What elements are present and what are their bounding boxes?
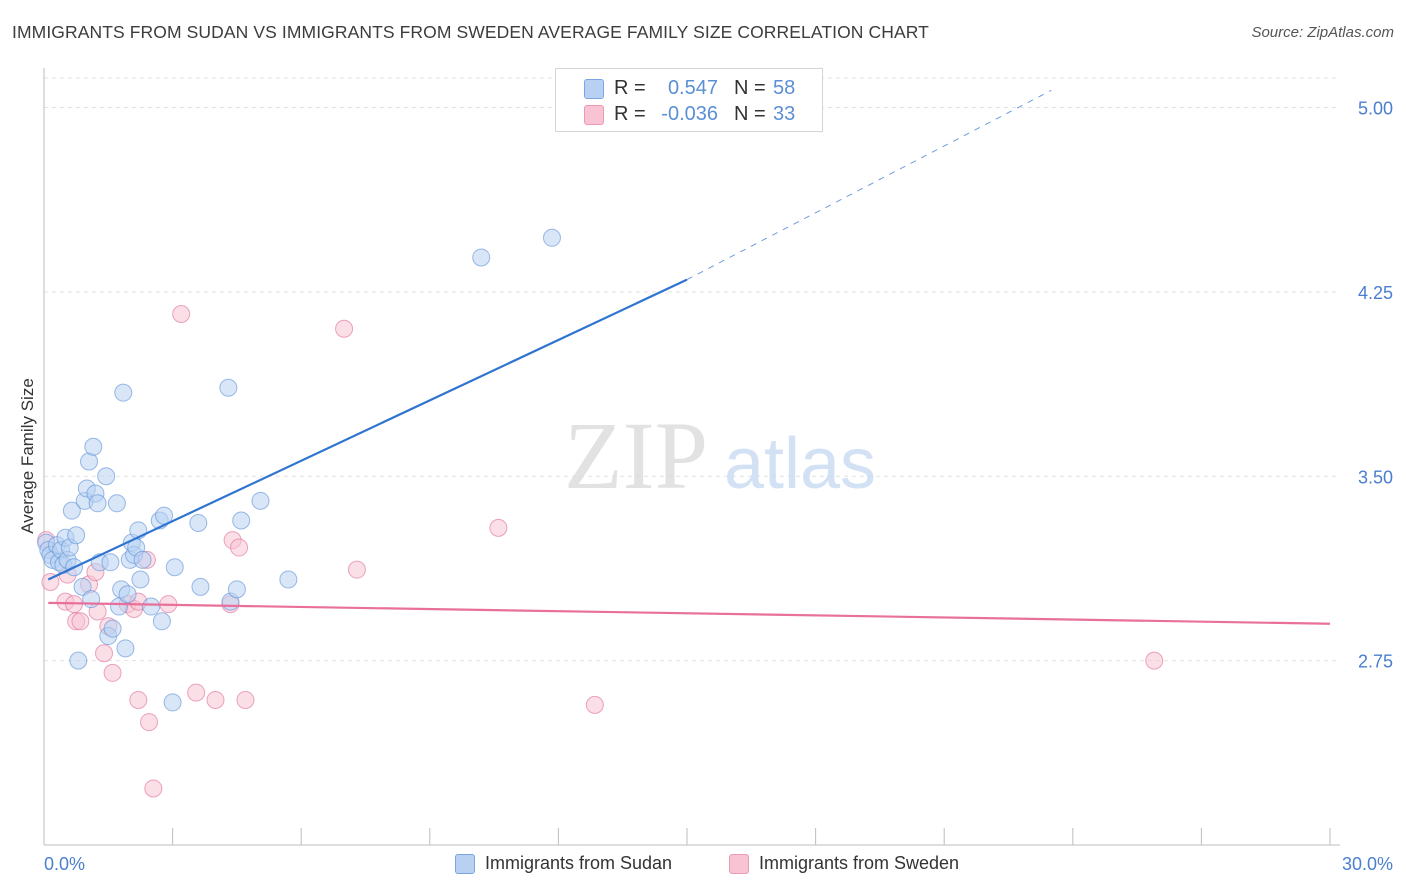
sudan-point xyxy=(165,558,184,577)
sudan-point xyxy=(69,651,88,670)
sudan-trend-line xyxy=(47,278,688,581)
sudan-point xyxy=(84,437,103,456)
chart-legend: Immigrants from Sudan Immigrants from Sw… xyxy=(0,852,1406,878)
sudan-point xyxy=(133,550,152,569)
sudan-point xyxy=(103,619,122,638)
r-value: 0.547 xyxy=(667,77,718,99)
sweden-swatch xyxy=(729,854,749,874)
n-label: N = xyxy=(734,77,766,99)
x-tick-label: 30.0% xyxy=(1342,854,1393,874)
correlation-stats-box: R = 0.547 N = 58 R = -0.036 N = 33 xyxy=(555,68,823,132)
sudan-point xyxy=(251,491,270,510)
sudan-point xyxy=(163,693,182,712)
y-tick-label: 4.25 xyxy=(1358,283,1393,303)
sudan-point xyxy=(107,494,126,513)
sudan-point xyxy=(67,526,86,545)
source-credit: Source: ZipAtlas.com xyxy=(1251,24,1394,41)
r-label: R = xyxy=(614,77,646,99)
sweden-point xyxy=(172,305,191,323)
sudan-point xyxy=(88,494,107,513)
sweden-point xyxy=(585,695,604,714)
legend-label: Immigrants from Sudan xyxy=(485,853,673,873)
watermark-zip: ZIP xyxy=(564,402,708,509)
sudan-point xyxy=(191,577,210,596)
sweden-point xyxy=(129,690,148,709)
sudan-point xyxy=(114,383,133,402)
sweden-point xyxy=(140,713,159,732)
legend-label: Immigrants from Sweden xyxy=(759,853,960,873)
sudan-point xyxy=(82,590,101,609)
y-tick-label: 3.50 xyxy=(1358,467,1393,487)
sweden-point xyxy=(230,538,249,557)
sudan-swatch xyxy=(584,79,604,99)
y-tick-label: 5.00 xyxy=(1358,99,1393,119)
sweden-point xyxy=(489,518,508,537)
sudan-point xyxy=(189,513,208,532)
sudan-swatch xyxy=(455,854,475,874)
sweden-point xyxy=(335,319,354,338)
sudan-point xyxy=(131,570,150,589)
x-tick-label: 0.0% xyxy=(44,854,85,874)
r-label: R = xyxy=(614,103,646,125)
sudan-point xyxy=(73,577,92,596)
sudan-point xyxy=(97,467,116,486)
sudan-point xyxy=(219,378,238,397)
sudan-trend-extension xyxy=(686,89,1052,281)
n-label: N = xyxy=(734,103,766,125)
sudan-point xyxy=(118,585,137,604)
sweden-point xyxy=(103,663,122,682)
sweden-point xyxy=(1145,651,1164,670)
sudan-point xyxy=(232,511,251,530)
chart-title: IMMIGRANTS FROM SUDAN VS IMMIGRANTS FROM… xyxy=(12,22,929,42)
sweden-point xyxy=(144,779,163,798)
stats-row-sudan: R = 0.547 N = 58 xyxy=(556,75,822,101)
sudan-point xyxy=(279,570,298,589)
r-value: -0.036 xyxy=(661,103,718,125)
n-value: 33 xyxy=(773,103,796,125)
sweden-point xyxy=(95,644,114,663)
sweden-point xyxy=(347,560,366,579)
sweden-swatch xyxy=(584,105,604,125)
sudan-point xyxy=(101,553,120,572)
sweden-point xyxy=(206,690,225,709)
stats-row-sweden: R = -0.036 N = 33 xyxy=(556,101,822,127)
watermark-atlas: atlas xyxy=(724,424,876,504)
sudan-point xyxy=(542,228,561,247)
y-tick-label: 2.75 xyxy=(1358,652,1393,672)
sudan-point xyxy=(227,580,246,599)
n-value: 58 xyxy=(773,77,796,99)
sudan-point xyxy=(116,639,135,658)
sudan-point xyxy=(142,597,161,616)
sweden-point xyxy=(71,612,90,631)
sudan-point xyxy=(472,248,491,267)
sweden-point xyxy=(236,690,255,709)
sweden-trend-line xyxy=(48,601,1331,625)
sweden-point xyxy=(187,683,206,702)
sudan-point xyxy=(62,501,81,520)
sudan-point xyxy=(152,612,171,631)
